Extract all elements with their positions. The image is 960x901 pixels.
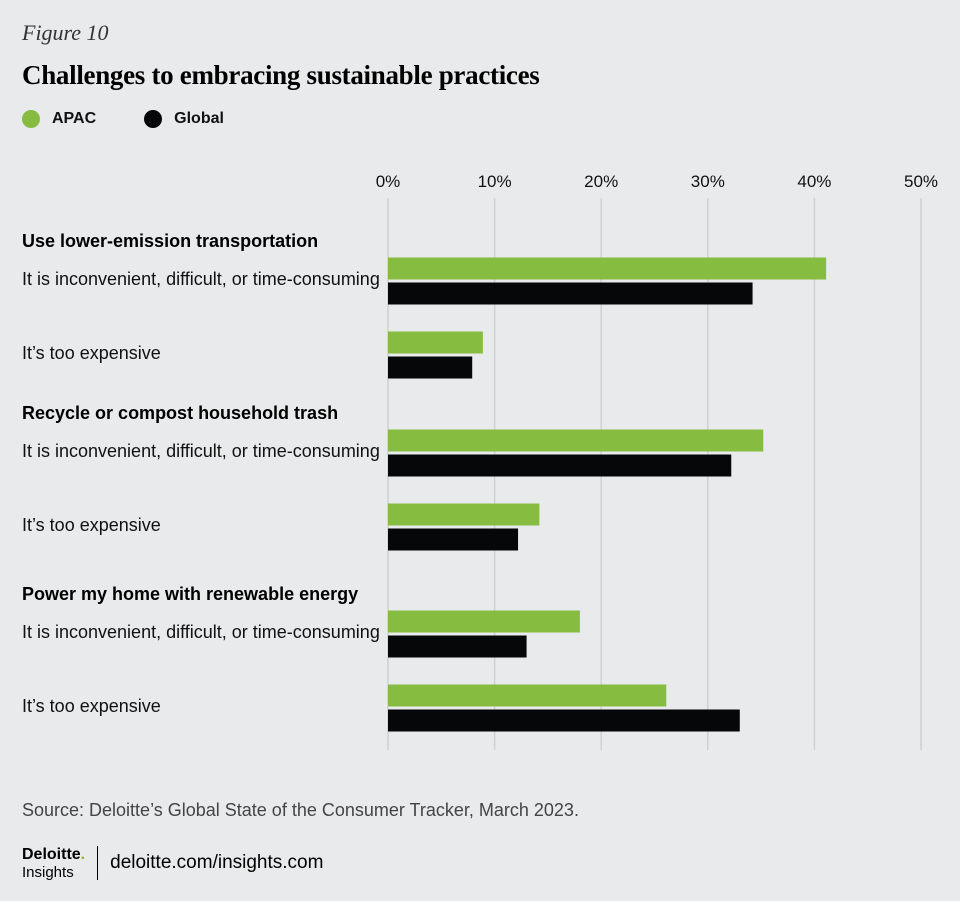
group-heading: Recycle or compost household trash xyxy=(22,403,338,423)
bar-apac xyxy=(388,610,580,633)
category-label: It is inconvenient, difficult, or time-c… xyxy=(22,622,380,642)
source-note: Source: Deloitte’s Global State of the C… xyxy=(22,800,579,820)
bar-chart: 0% 10% 20% 30% 40% 50% Use lower-emission tran… xyxy=(22,172,938,750)
legend-item-apac: APAC xyxy=(22,110,96,128)
category-label: It is inconvenient, difficult, or time-c… xyxy=(22,269,380,289)
brand-name: Deloitte xyxy=(22,845,81,863)
x-tick-label: 0% xyxy=(376,172,401,191)
deloitte-logo: Deloitte. Insights xyxy=(22,845,86,881)
x-tick-label: 50% xyxy=(904,172,938,191)
brand-sub: Insights xyxy=(22,863,74,881)
bar-global xyxy=(388,282,753,305)
legend-swatch-global xyxy=(144,110,163,128)
group-heading: Power my home with renewable energy xyxy=(22,584,358,604)
legend-label-apac: APAC xyxy=(52,110,97,127)
legend-swatch-apac xyxy=(22,110,40,128)
legend-label-global: Global xyxy=(174,110,224,127)
category-label: It is inconvenient, difficult, or time-c… xyxy=(22,441,380,461)
category-label: It’s too expensive xyxy=(22,343,161,363)
bar-global xyxy=(388,356,473,379)
legend: APAC Global xyxy=(22,110,272,128)
bar-global xyxy=(388,709,740,732)
footer-divider xyxy=(97,846,99,880)
x-tick-label: 20% xyxy=(584,172,618,191)
footer: Deloitte. Insights deloitte.com/insights… xyxy=(22,846,323,880)
x-tick-label: 30% xyxy=(691,172,725,191)
footer-link[interactable]: deloitte.com/insights.com xyxy=(110,852,324,873)
bar-apac xyxy=(388,257,827,280)
bar-apac xyxy=(388,429,764,452)
brand-dot: . xyxy=(80,845,86,863)
x-tick-label: 10% xyxy=(478,172,512,191)
legend-item-global: Global xyxy=(144,110,224,128)
bar-apac xyxy=(388,684,667,707)
figure-label: Figure 10 xyxy=(22,20,109,45)
group-heading: Use lower-emission transportation xyxy=(22,231,318,251)
category-label: It’s too expensive xyxy=(22,515,161,535)
bar-apac xyxy=(388,331,483,354)
bar-global xyxy=(388,635,527,658)
bar-global xyxy=(388,454,732,477)
x-tick-label: 40% xyxy=(797,172,831,191)
chart-title: Challenges to embracing sustainable prac… xyxy=(22,60,540,90)
category-label: It’s too expensive xyxy=(22,696,161,716)
bar-apac xyxy=(388,503,540,526)
bar-global xyxy=(388,528,519,551)
